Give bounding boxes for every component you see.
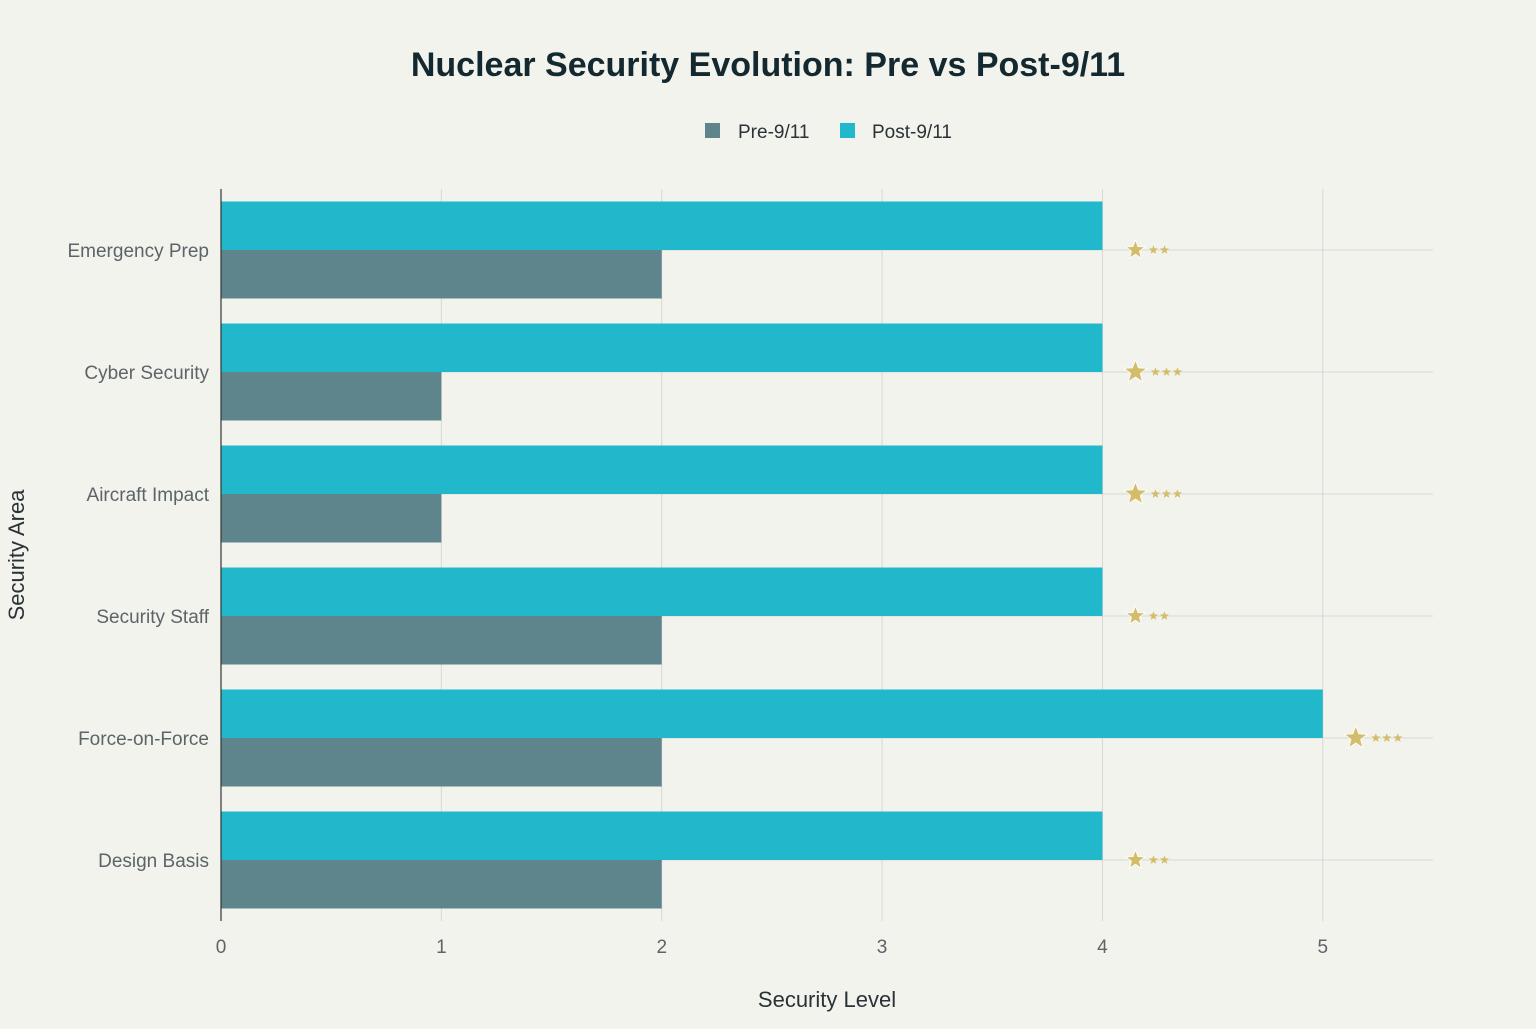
star-icon-large (1124, 848, 1147, 870)
y-tick-label: Emergency Prep (67, 241, 209, 262)
star-icon-large (1343, 724, 1369, 749)
star-icon-small (1172, 489, 1183, 498)
star-icon-small (1150, 489, 1161, 498)
axes: 0 1 2 3 4 5 Design Basis Force-on-Force Security… (67, 189, 1328, 958)
star-icon-small (1148, 245, 1159, 254)
bar-post-9-11 (221, 567, 1103, 616)
bar-post-9-11 (221, 811, 1103, 860)
star-icon-small (1150, 367, 1161, 376)
x-tick-label: 4 (1097, 937, 1108, 958)
y-axis-title: Security Area (4, 489, 29, 621)
legend-swatch-post (840, 123, 855, 138)
star-icon-small (1382, 733, 1392, 742)
bar-post-9-11 (221, 445, 1103, 494)
y-tick-label: Aircraft Impact (87, 485, 210, 506)
y-tick-label: Security Staff (96, 607, 209, 628)
y-tick-label: Cyber Security (84, 363, 209, 384)
grid (221, 189, 1433, 921)
bar-pre-9-11 (221, 738, 662, 787)
legend: Pre-9/11 Post-9/11 (705, 122, 952, 143)
y-tick-label: Force-on-Force (78, 729, 209, 750)
star-annotations (1122, 238, 1403, 870)
legend-label-pre: Pre-9/11 (738, 122, 809, 143)
star-icon-large (1124, 604, 1147, 626)
x-tick-label: 5 (1318, 937, 1329, 958)
legend-label-post: Post-9/11 (872, 122, 952, 143)
bar-pre-9-11 (221, 372, 442, 421)
legend-swatch-pre (705, 123, 720, 138)
star-icon-small (1159, 611, 1170, 620)
bar-pre-9-11 (221, 860, 662, 909)
star-icon-small (1159, 855, 1170, 864)
bar-pre-9-11 (221, 250, 662, 299)
star-icon-small (1161, 367, 1172, 376)
star-icon-large (1122, 480, 1148, 505)
bar-post-9-11 (221, 323, 1103, 372)
star-icon-small (1393, 733, 1403, 742)
chart-title: Nuclear Security Evolution: Pre vs Post-… (411, 46, 1125, 84)
star-icon-small (1148, 611, 1159, 620)
star-icon-large (1124, 238, 1147, 260)
x-axis-title: Security Level (758, 987, 896, 1012)
star-icon-small (1161, 489, 1172, 498)
star-icon-large (1122, 358, 1148, 383)
bar-pre-9-11 (221, 494, 442, 543)
star-icon-small (1159, 245, 1170, 254)
x-tick-label: 3 (877, 937, 888, 958)
bars (221, 201, 1323, 909)
y-tick-label: Design Basis (98, 851, 209, 872)
bar-pre-9-11 (221, 616, 662, 665)
x-tick-label: 1 (436, 937, 447, 958)
x-tick-label: 0 (216, 937, 227, 958)
star-icon-small (1172, 367, 1183, 376)
x-tick-label: 2 (656, 937, 667, 958)
star-icon-small (1371, 733, 1381, 742)
star-icon-small (1148, 855, 1159, 864)
bar-post-9-11 (221, 689, 1323, 738)
bar-post-9-11 (221, 201, 1103, 250)
